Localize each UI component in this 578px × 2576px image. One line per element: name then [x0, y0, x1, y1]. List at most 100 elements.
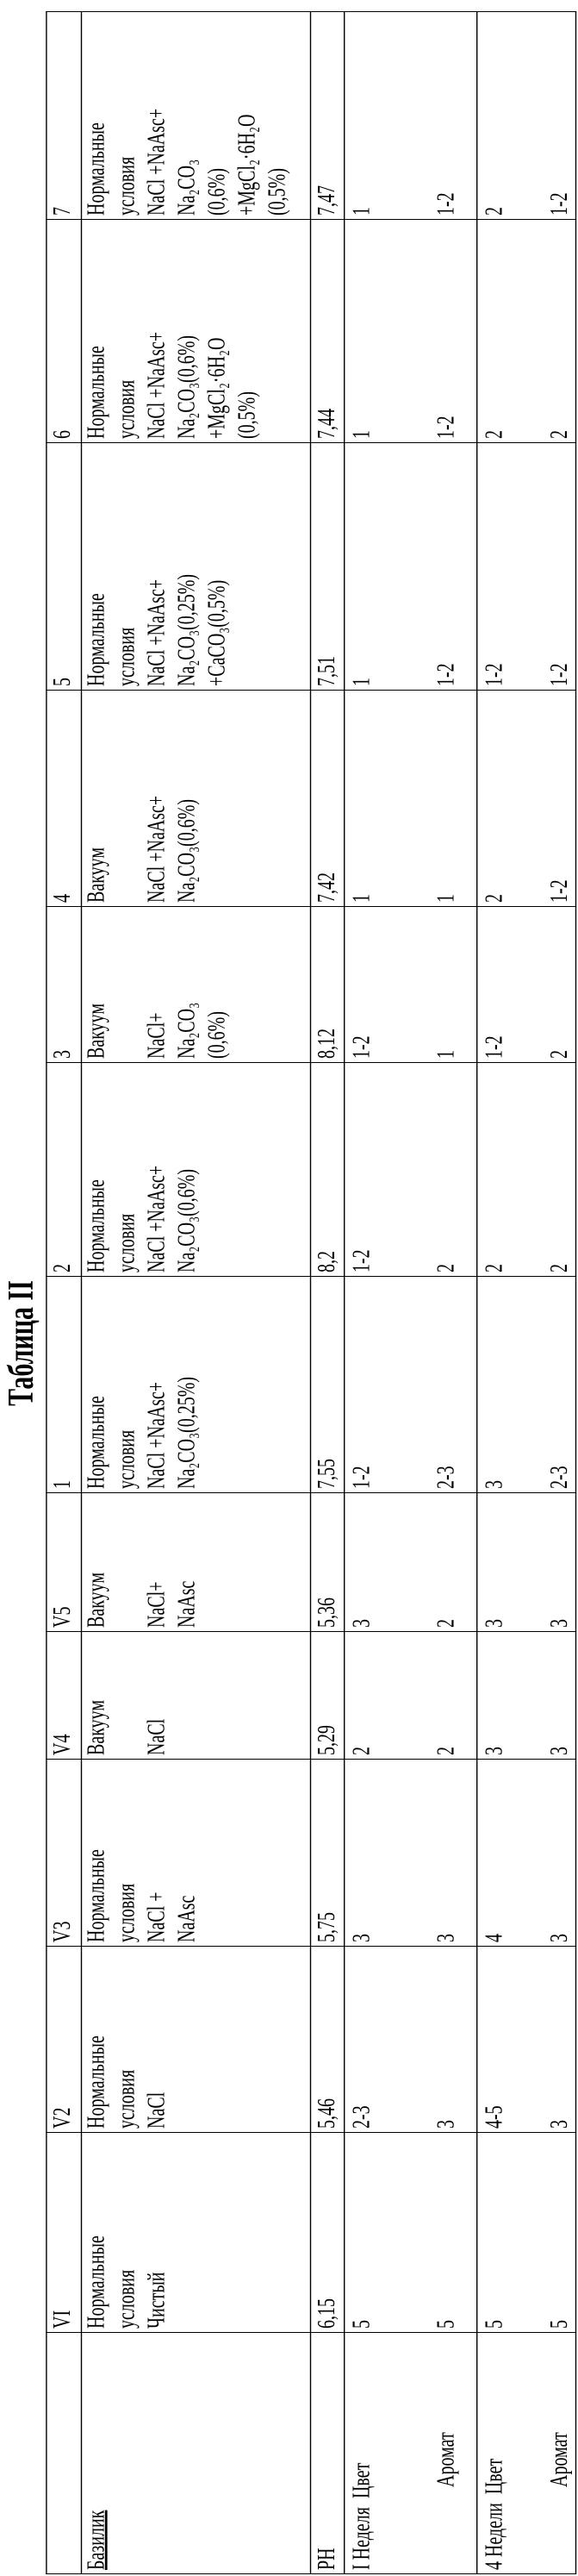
ph-value: 5,29 — [314, 1725, 340, 1755]
column-header-cell: V3 — [47, 1760, 82, 1947]
week1-cell: 1-22-3 — [345, 1277, 477, 1493]
week4-aroma-value: 3 — [545, 1934, 575, 1942]
week4-color-value: 2 — [480, 1264, 510, 1272]
condition-line: Нормальные — [82, 1950, 112, 2129]
ph-value: 8,2 — [314, 1251, 340, 1272]
condition-line: (0,6%) — [202, 16, 233, 216]
week1-aroma-value: 1-2 — [432, 663, 462, 686]
week1-cell: 11 — [345, 691, 477, 907]
week1-label: I Неделя — [349, 2507, 376, 2570]
week4-cell: 33 — [477, 1493, 576, 1632]
condition-line: NaCl +NaAsc+ — [142, 223, 172, 439]
week4-aroma-value: 3 — [545, 2120, 575, 2129]
condition-line: NaCl +NaAsc+ — [142, 16, 172, 216]
conditions-cell: ВакуумNaCl+NaAsc — [82, 1493, 311, 1632]
week1-color-value: 1 — [347, 430, 377, 439]
condition-line: NaCl+ — [142, 1497, 172, 1628]
week4-aroma-value: 5 — [545, 2320, 575, 2329]
condition-line — [112, 1635, 142, 1755]
week4-cell: 43 — [477, 1760, 576, 1947]
column-id: 4 — [49, 894, 76, 903]
week4-aroma-value: 1-2 — [545, 879, 575, 903]
condition-line: NaCl + — [142, 1763, 172, 1942]
condition-line — [112, 1497, 142, 1628]
condition-line — [112, 694, 142, 903]
condition-line: условия — [112, 1280, 142, 1489]
column-id: VI — [49, 2310, 76, 2329]
column-id: 7 — [49, 207, 76, 216]
header-row: VIV2V3V4V51234567 — [47, 12, 82, 2574]
week4-cell: 33 — [477, 1632, 576, 1760]
column-header-cell: 5 — [47, 443, 82, 691]
condition-line: условия — [112, 2136, 142, 2329]
week1-cell: 2-33 — [345, 1947, 477, 2133]
week4-aroma-value: 2-3 — [545, 1466, 575, 1489]
week1-color-value: 1 — [347, 678, 377, 686]
ph-cell: 7,51 — [311, 443, 345, 691]
ph-value: 7,55 — [314, 1459, 340, 1489]
week1-color-value: 3 — [347, 1934, 377, 1942]
week4-label-cell: 4 Недели Цвет Аромат — [477, 2333, 576, 2574]
week1-row: I Неделя Цвет Аромат 552-333322321-22-31… — [345, 12, 477, 2574]
condition-line: условия — [112, 1950, 142, 2129]
week1-color-value: 1 — [347, 894, 377, 903]
condition-line: Нормальные — [82, 1066, 112, 1272]
condition-line: условия — [112, 16, 142, 216]
week4-cell: 1-21-2 — [477, 443, 576, 691]
column-header-cell: 6 — [47, 220, 82, 443]
week4-color-value: 1-2 — [480, 663, 510, 686]
week4-color-value: 5 — [480, 2320, 510, 2329]
ph-cell: 8,2 — [311, 1063, 345, 1277]
week1-aroma-value: 1 — [432, 894, 462, 903]
ph-value: 7,42 — [314, 872, 340, 903]
ph-value: 5,46 — [314, 2098, 340, 2129]
column-header-cell: V2 — [47, 1947, 82, 2133]
week4-color-value: 2 — [480, 430, 510, 439]
week4-aroma-value: 2 — [545, 1264, 575, 1272]
week4-cell: 21-2 — [477, 12, 576, 220]
ph-cell: 8,12 — [311, 907, 345, 1063]
column-id: 3 — [49, 1050, 76, 1059]
column-header-cell: 7 — [47, 12, 82, 220]
basil-label: Базилик — [84, 2510, 110, 2570]
condition-line: Вакуум — [82, 910, 112, 1059]
condition-line: (0,5%) — [233, 223, 263, 439]
week1-cell: 1-21 — [345, 907, 477, 1063]
week1-cell: 32 — [345, 1493, 477, 1632]
column-id: 1 — [49, 1480, 76, 1489]
week4-cell: 3 2-3 — [477, 1277, 576, 1493]
ph-value: 5,36 — [314, 1597, 340, 1628]
week1-aroma-value: 2 — [432, 1747, 462, 1755]
conditions-cell: ВакуумNaCl +NaAsc+Na₂CO₃(0,6%) — [82, 691, 311, 907]
condition-line: NaAsc — [172, 1763, 202, 1942]
condition-line: NaCl +NaAsc+ — [142, 1066, 172, 1272]
column-id: 2 — [49, 1264, 76, 1272]
week4-cell: 55 — [477, 2133, 576, 2333]
condition-line: NaAsc — [172, 1497, 202, 1628]
column-header-cell: VI — [47, 2133, 82, 2333]
week4-color-value: 4-5 — [480, 2105, 510, 2129]
condition-line: Na₂CO₃(0,25%) — [172, 1280, 202, 1489]
rotated-page: Таблица II VIV2V3V4V51234567 Базилик Нор… — [0, 0, 578, 2576]
week4-color-label: Цвет — [482, 2459, 508, 2494]
condition-line: Na₂CO₃ — [172, 16, 202, 216]
column-id: V5 — [49, 1607, 76, 1628]
condition-line: Нормальные — [82, 223, 112, 439]
week1-color-value: 5 — [347, 2320, 377, 2329]
column-id: V2 — [49, 2108, 76, 2129]
condition-line: Нормальные — [82, 16, 112, 216]
table-title: Таблица II — [3, 1257, 41, 1429]
week1-aroma-value: 5 — [432, 2320, 462, 2329]
column-id: 5 — [49, 678, 76, 686]
conditions-cell: НормальныеусловияNaCl +NaAsc — [82, 1760, 311, 1947]
conditions-cell: НормальныеусловияNaCl — [82, 1947, 311, 2133]
results-table: VIV2V3V4V51234567 Базилик Нормальныеусло… — [46, 11, 576, 2574]
week1-aroma-label: Аромат — [432, 2432, 462, 2487]
condition-line: Na₂CO₃(0,25%) — [172, 447, 202, 686]
condition-line: Вакуум — [82, 694, 112, 903]
column-header-cell: 1 — [47, 1277, 82, 1493]
week4-aroma-value: 2 — [545, 1050, 575, 1059]
condition-line: Нормальные — [82, 2136, 112, 2329]
week4-aroma-value: 2 — [545, 430, 575, 439]
week4-color-value: 3 — [480, 1480, 510, 1489]
